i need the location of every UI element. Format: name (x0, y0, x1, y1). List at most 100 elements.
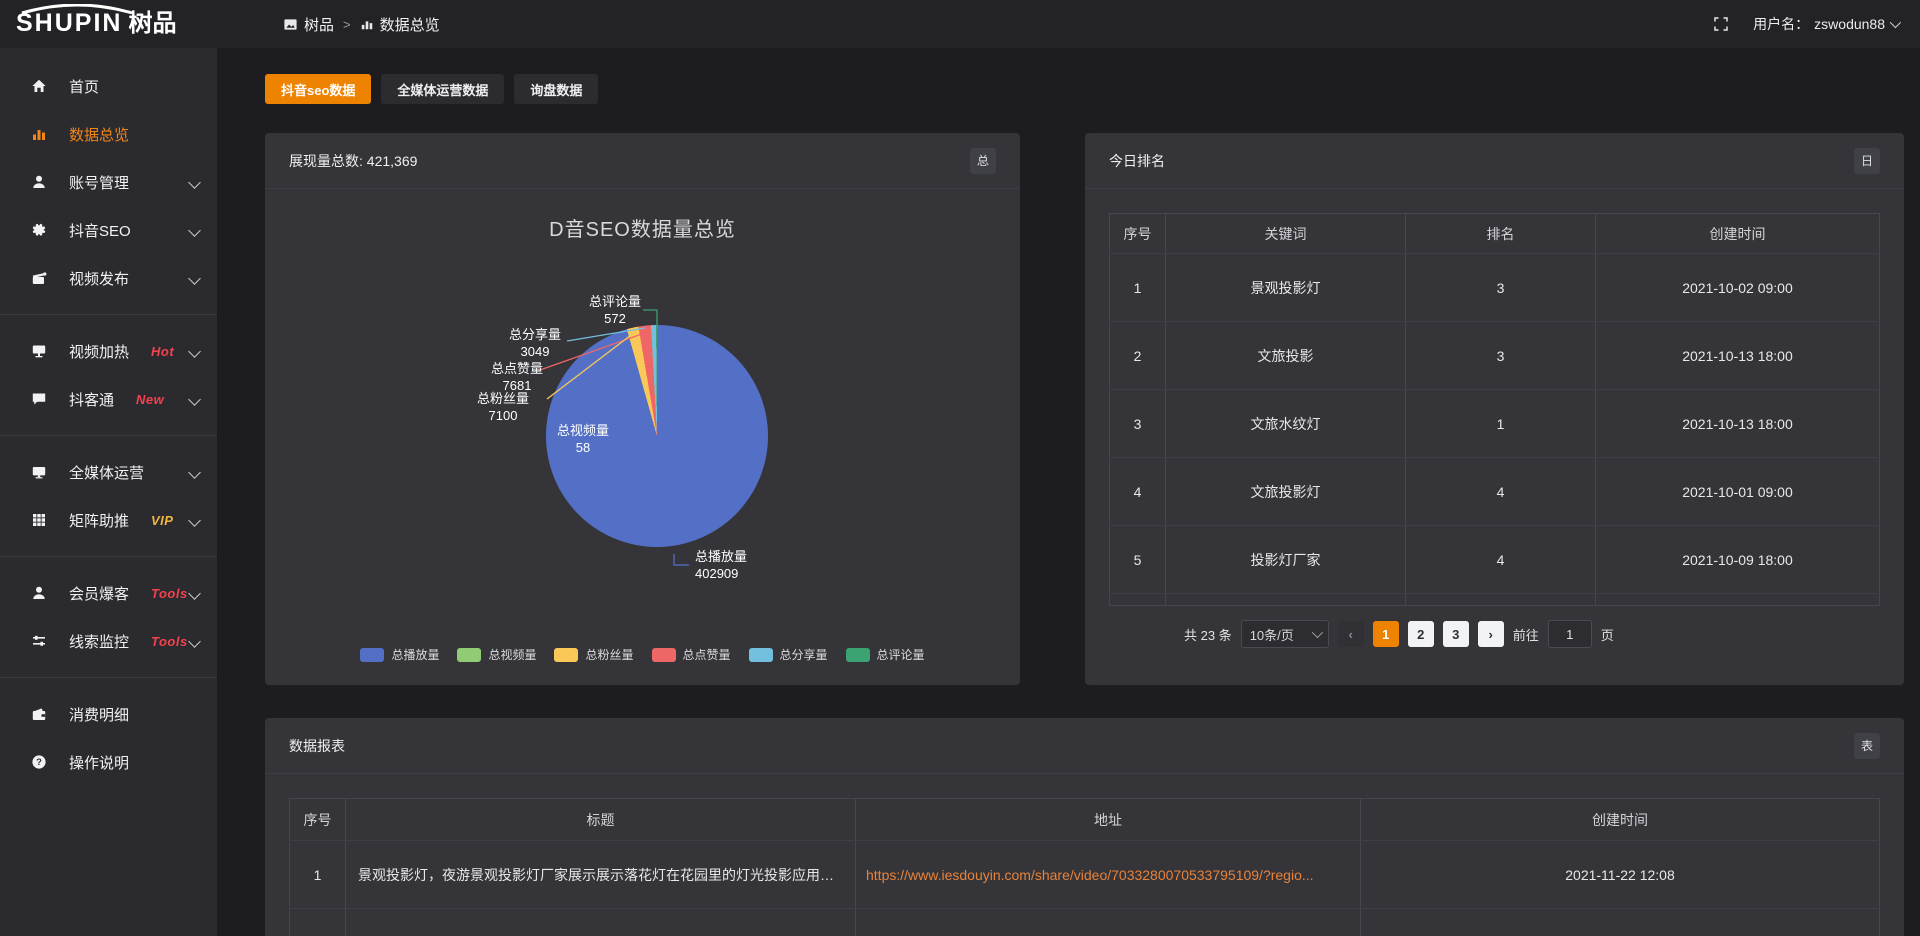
user-label: 用户名： (1753, 16, 1810, 32)
legend-item-plays[interactable]: 总播放量 (360, 646, 439, 663)
fullscreen-icon[interactable] (1713, 16, 1729, 32)
pagination-total: 共 23 条 (1184, 627, 1232, 643)
total-badge-button[interactable]: 总 (970, 147, 996, 174)
new-badge: New (136, 391, 165, 407)
sidebar-item-douyin-seo[interactable]: 抖音SEO (0, 206, 217, 254)
legend-item-shares[interactable]: 总分享量 (748, 646, 828, 663)
sidebar-item-video-heat[interactable]: 视频加热 Hot (0, 327, 217, 375)
vip-badge: VIP (151, 512, 174, 528)
bar-chart-icon (30, 126, 47, 143)
legend-item-fans[interactable]: 总粉丝量 (554, 646, 634, 663)
impressions-total-stat: 展现量总数: 421,369 (289, 152, 418, 169)
chevron-down-icon (1311, 626, 1323, 639)
pie-label-shares: 总分享量 3049 (508, 327, 561, 359)
legend-swatch (554, 647, 579, 662)
logo-text: SHUPIN (16, 3, 133, 36)
home-icon (30, 78, 47, 95)
goto-page-input[interactable] (1547, 620, 1592, 648)
sidebar-item-label: 视频加热 (69, 343, 130, 361)
tab-omnimedia-data[interactable]: 全媒体运营数据 (381, 74, 505, 104)
pie-label-likes: 总点赞量 7681 (490, 361, 543, 393)
chevron-down-icon (188, 223, 201, 237)
chevron-down-icon (188, 175, 201, 189)
sidebar-item-label: 线索监控 (69, 633, 130, 651)
tools-badge: Tools (151, 633, 188, 649)
column-header: 标题 (345, 798, 856, 841)
sidebar-item-label: 消费明细 (69, 706, 130, 724)
goto-suffix: 页 (1600, 627, 1614, 643)
topbar-right: 用户名： zswodun88 (1713, 14, 1920, 34)
page-button-2[interactable]: 2 (1407, 621, 1434, 647)
sidebar-item-home[interactable]: 首页 (0, 62, 217, 110)
page-button-3[interactable]: 3 (1442, 621, 1469, 647)
chart-legend: 总播放量 总视频量 总粉丝量 总点赞量 总分享量 总评论量 (265, 646, 1020, 663)
data-report-panel: 数据报表 表 序号 标题 地址 创建时间 (265, 718, 1904, 936)
wallet-icon (30, 706, 47, 723)
data-tabs: 抖音seo数据 全媒体运营数据 询盘数据 (265, 74, 1904, 104)
sidebar-item-label: 账号管理 (69, 174, 130, 192)
page-button-1[interactable]: 1 (1372, 621, 1399, 647)
pie-label-comments: 总评论量 572 (588, 294, 641, 326)
logo-cn-text: 树品 (128, 9, 177, 37)
day-badge-button[interactable]: 日 (1854, 147, 1880, 174)
sidebar-item-account[interactable]: 账号管理 (0, 158, 217, 206)
sidebar-item-lead-monitor[interactable]: 线索监控 Tools (0, 617, 217, 665)
column-header: 序号 (289, 798, 346, 841)
tab-inquiry-data[interactable]: 询盘数据 (514, 74, 599, 104)
legend-item-likes[interactable]: 总点赞量 (651, 646, 731, 663)
prev-page-button[interactable]: ‹ (1337, 621, 1364, 647)
tab-douyin-seo-data[interactable]: 抖音seo数据 (265, 74, 372, 104)
report-table: 序号 标题 地址 创建时间 1 景观投影灯，夜游景观投影灯厂家展示展示落花灯在花… (289, 798, 1880, 936)
sidebar: 首页 数据总览 账号管理 抖音SEO 视频发布 视频加热 Hot 抖客通 New… (0, 48, 217, 936)
sidebar-divider (0, 314, 217, 315)
hot-badge: Hot (151, 343, 175, 359)
sidebar-item-label: 视频发布 (69, 270, 130, 288)
sidebar-item-label: 抖客通 (69, 391, 115, 409)
legend-item-comments[interactable]: 总评论量 (845, 646, 925, 663)
table-row (289, 908, 1880, 936)
sidebar-item-omnimedia[interactable]: 全媒体运营 (0, 448, 217, 496)
chevron-down-icon (188, 513, 201, 527)
chat-icon (30, 391, 47, 408)
seo-overview-panel: 展现量总数: 421,369 总 D音SEO数据量总览 总评论量 572 总分享量… (265, 133, 1020, 685)
sidebar-item-help[interactable]: ? 操作说明 (0, 738, 217, 786)
app-logo: SHUPIN 树品 (0, 3, 217, 42)
sliders-icon (30, 633, 47, 650)
sidebar-item-member-baoke[interactable]: 会员爆客 Tools (0, 569, 217, 617)
gear-icon (30, 222, 47, 239)
sidebar-item-doketong[interactable]: 抖客通 New (0, 375, 217, 423)
breadcrumb-root[interactable]: 树品 (283, 14, 334, 35)
main-area: 抖音seo数据 全媒体运营数据 询盘数据 展现量总数: 421,369 总 D音… (217, 48, 1920, 936)
user-icon (30, 174, 47, 191)
panel-title: 今日排名 (1109, 152, 1165, 169)
pie-label-videos: 总视频量 58 (556, 423, 609, 455)
legend-item-videos[interactable]: 总视频量 (457, 646, 536, 663)
table-badge-button[interactable]: 表 (1854, 732, 1880, 759)
monitor-icon (30, 464, 47, 481)
page-size-select[interactable]: 10条/页 (1240, 620, 1329, 648)
sidebar-item-spend-detail[interactable]: 消费明细 (0, 690, 217, 738)
column-header: 地址 (855, 798, 1361, 841)
sidebar-item-matrix-boost[interactable]: 矩阵助推 VIP (0, 496, 217, 544)
grid-icon (30, 512, 47, 529)
sidebar-item-label: 矩阵助推 (69, 512, 130, 530)
tools-badge: Tools (151, 585, 188, 601)
table-row: 3 文旅水纹灯 1 2021-10-13 18:00 (1109, 389, 1880, 458)
user-menu[interactable]: 用户名： zswodun88 (1753, 14, 1902, 34)
column-header: 创建时间 (1595, 213, 1880, 254)
sidebar-item-label: 首页 (69, 78, 100, 96)
screen-icon (30, 343, 47, 360)
sidebar-item-data-overview[interactable]: 数据总览 (0, 110, 217, 158)
question-circle-icon: ? (30, 754, 47, 771)
chevron-down-icon (188, 586, 201, 600)
legend-swatch (651, 647, 676, 662)
sidebar-item-video-publish[interactable]: 视频发布 (0, 254, 217, 302)
video-camera-icon (30, 270, 47, 287)
legend-swatch (360, 647, 385, 662)
sidebar-item-label: 抖音SEO (69, 222, 131, 240)
legend-swatch (457, 647, 482, 662)
next-page-button[interactable]: › (1477, 621, 1504, 647)
video-url-link[interactable]: https://www.iesdouyin.com/share/video/70… (866, 866, 1314, 883)
chevron-down-icon (188, 465, 201, 479)
chevron-down-icon (188, 392, 201, 406)
